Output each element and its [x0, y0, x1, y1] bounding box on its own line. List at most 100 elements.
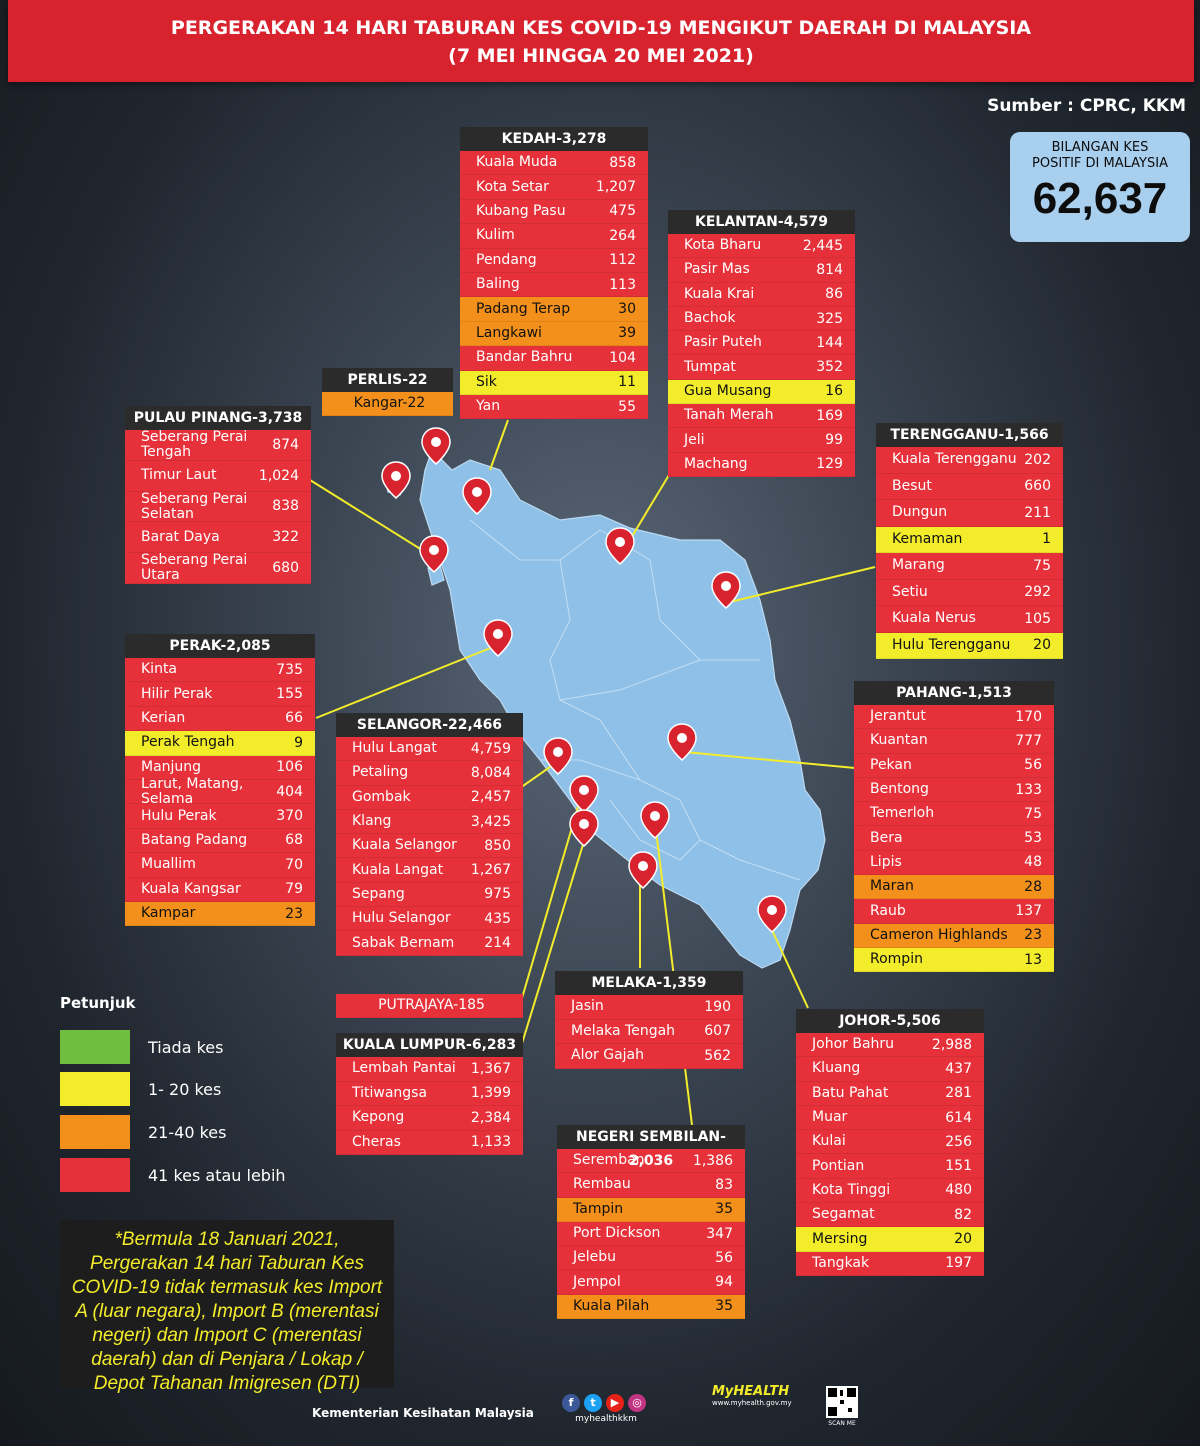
- district-row: Pasir Puteh 144: [668, 331, 855, 356]
- marker-icon: [628, 851, 658, 889]
- district-cases: 133: [1015, 781, 1042, 798]
- district-cases: 874: [272, 436, 299, 453]
- district-row: Timur Laut 1,024: [125, 460, 311, 492]
- panel-header: PULAU PINANG-3,738: [125, 406, 311, 430]
- total-value: 62,637: [1032, 174, 1168, 223]
- qr-code-icon[interactable]: SCAN ME: [826, 1386, 858, 1427]
- district-name: Barat Daya: [141, 528, 220, 545]
- district-cases: 1,024: [258, 467, 299, 484]
- marker-icon: [462, 477, 492, 515]
- district-row: Pontian 151: [796, 1154, 984, 1179]
- panel-perak: PERAK-2,085 Kinta 735 Hilir Perak 155 Kerian 6…: [125, 634, 315, 927]
- district-name: Seberang Perai Utara: [141, 552, 248, 584]
- district-cases: 435: [484, 910, 511, 927]
- twitter-icon[interactable]: t: [584, 1394, 602, 1412]
- panel-melaka: MELAKA-1,359 Jasin 190 Melaka Tengah 607 Alor…: [555, 971, 743, 1069]
- district-name: Bera: [870, 829, 903, 846]
- panel-terengganu: TERENGGANU-1,566 Kuala Terengganu 202 Besut…: [876, 423, 1063, 659]
- district-name: Besut: [892, 477, 932, 494]
- district-name: Hulu Perak: [141, 807, 217, 824]
- panel-header: TERENGGANU-1,566: [876, 423, 1063, 447]
- district-row: Kulim 264: [460, 224, 648, 249]
- district-row: Muallim 70: [125, 853, 315, 878]
- qr-label: SCAN ME: [828, 1420, 856, 1427]
- district-name: Kuala Muda: [476, 154, 558, 171]
- district-name: Klang: [352, 813, 392, 830]
- district-row: Machang 129: [668, 452, 855, 477]
- legend-swatch: [60, 1115, 130, 1149]
- district-cases: 1,386: [692, 1152, 733, 1169]
- district-cases: 151: [945, 1158, 972, 1175]
- district-name: Perak Tengah: [141, 734, 235, 751]
- district-name: Jeli: [684, 431, 705, 448]
- district-name: Sepang: [352, 885, 405, 902]
- district-cases: 66: [285, 710, 303, 727]
- district-row: Port Dickson 347: [557, 1221, 745, 1247]
- district-cases: 1,267: [470, 862, 511, 879]
- district-name: Machang: [684, 455, 748, 472]
- district-name: Bachok: [684, 310, 736, 327]
- district-cases: 850: [484, 837, 511, 854]
- district-row: Bera 53: [854, 826, 1054, 851]
- district-name: Setiu: [892, 583, 928, 600]
- district-cases: 256: [945, 1133, 972, 1150]
- district-row: Lembah Pantai 1,367: [336, 1057, 523, 1082]
- district-row: Hulu Perak 370: [125, 804, 315, 829]
- district-name: Alor Gajah: [571, 1047, 645, 1064]
- district-cases: 30: [618, 301, 636, 318]
- district-cases: 2,384: [470, 1109, 511, 1126]
- district-cases: 777: [1015, 732, 1042, 749]
- district-cases: 197: [945, 1255, 972, 1272]
- district-cases: 322: [272, 529, 299, 546]
- district-cases: 28: [1024, 878, 1042, 895]
- panel-header: KELANTAN-4,579: [668, 210, 855, 234]
- district-name: Sik: [476, 373, 497, 390]
- district-row: Kota Tinggi 480: [796, 1178, 984, 1204]
- district-row: Tumpat 352: [668, 355, 855, 380]
- footer: Kementerian Kesihatan Malaysia f t ▶ ◎ myhe…: [0, 1384, 1200, 1440]
- instagram-icon[interactable]: ◎: [628, 1394, 646, 1412]
- panel-header: PAHANG-1,513: [854, 681, 1054, 705]
- district-row: Setiu 292: [876, 579, 1063, 606]
- youtube-icon[interactable]: ▶: [606, 1394, 624, 1412]
- district-row: Kerian 66: [125, 706, 315, 732]
- district-row: Yan 55: [460, 394, 648, 420]
- district-row: Dungun 211: [876, 500, 1063, 527]
- district-row: Kuala Selangor 850: [336, 834, 523, 859]
- district-cases: 1,133: [470, 1134, 511, 1151]
- district-row: Bentong 133: [854, 777, 1054, 803]
- district-name: Kluang: [812, 1060, 861, 1077]
- legend-title: Petunjuk: [60, 994, 136, 1012]
- district-row: Kuala Langat 1,267: [336, 858, 523, 883]
- district-cases: 475: [609, 203, 636, 220]
- district-row: Kuala Muda 858: [460, 151, 648, 176]
- district-cases: 2,457: [470, 789, 511, 806]
- district-cases: 1,207: [595, 179, 636, 196]
- marker-icon: [757, 895, 787, 933]
- district-row: Seberang Perai Selatan 838: [125, 491, 311, 523]
- district-cases: 20: [1033, 637, 1051, 654]
- district-row: Bandar Bahru 104: [460, 346, 648, 371]
- district-name: Kuala Selangor: [352, 837, 457, 854]
- district-cases: 1,399: [470, 1085, 511, 1102]
- district-name: Melaka Tengah: [571, 1022, 676, 1039]
- district-row: Kluang 437: [796, 1057, 984, 1082]
- district-name: Kuantan: [870, 732, 928, 749]
- panel-pulau-pinang: PULAU PINANG-3,738 Seberang Perai Tengah 8…: [125, 406, 311, 584]
- district-name: Seberang Perai Tengah: [141, 428, 248, 460]
- district-name: Kuala Krai: [684, 285, 755, 302]
- marker-icon: [711, 571, 741, 609]
- district-cases: 2,988: [931, 1036, 972, 1053]
- panel-header: KUALA LUMPUR-6,283: [336, 1033, 523, 1057]
- district-row: Jasin 190: [555, 995, 743, 1020]
- district-name: Sabak Bernam: [352, 934, 455, 951]
- district-cases: 53: [1024, 830, 1042, 847]
- district-row: Kota Setar 1,207: [460, 175, 648, 200]
- legend-item-red: 41 kes atau lebih: [60, 1158, 360, 1192]
- district-row: Kuala Krai 86: [668, 282, 855, 307]
- district-name: Dungun: [892, 504, 948, 521]
- district-name: Lipis: [870, 853, 902, 870]
- district-cases: 99: [825, 432, 843, 449]
- facebook-icon[interactable]: f: [562, 1394, 580, 1412]
- map-markers: [381, 427, 787, 933]
